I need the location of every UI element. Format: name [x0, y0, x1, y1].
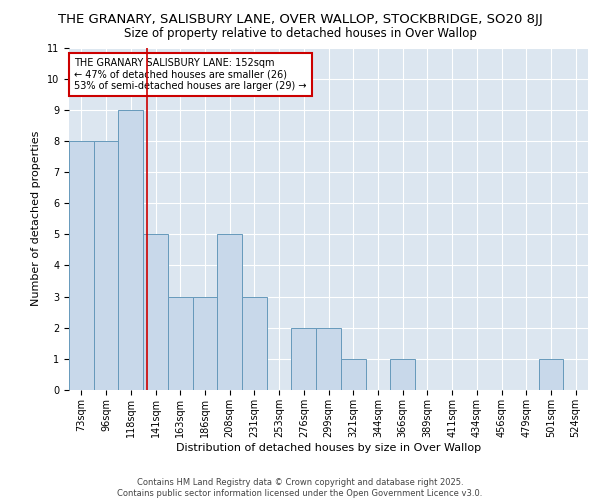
Bar	[193, 296, 217, 390]
Bar	[118, 110, 143, 390]
Bar	[539, 359, 563, 390]
Bar	[69, 141, 94, 390]
Y-axis label: Number of detached properties: Number of detached properties	[31, 131, 41, 306]
Text: Size of property relative to detached houses in Over Wallop: Size of property relative to detached ho…	[124, 28, 476, 40]
Text: THE GRANARY SALISBURY LANE: 152sqm
← 47% of detached houses are smaller (26)
53%: THE GRANARY SALISBURY LANE: 152sqm ← 47%…	[74, 58, 307, 91]
X-axis label: Distribution of detached houses by size in Over Wallop: Distribution of detached houses by size …	[176, 442, 481, 452]
Bar	[242, 296, 267, 390]
Bar	[316, 328, 341, 390]
Bar	[341, 359, 365, 390]
Text: THE GRANARY, SALISBURY LANE, OVER WALLOP, STOCKBRIDGE, SO20 8JJ: THE GRANARY, SALISBURY LANE, OVER WALLOP…	[58, 12, 542, 26]
Bar	[292, 328, 316, 390]
Bar	[390, 359, 415, 390]
Bar	[217, 234, 242, 390]
Text: Contains HM Land Registry data © Crown copyright and database right 2025.
Contai: Contains HM Land Registry data © Crown c…	[118, 478, 482, 498]
Bar	[143, 234, 168, 390]
Bar	[168, 296, 193, 390]
Bar	[94, 141, 118, 390]
